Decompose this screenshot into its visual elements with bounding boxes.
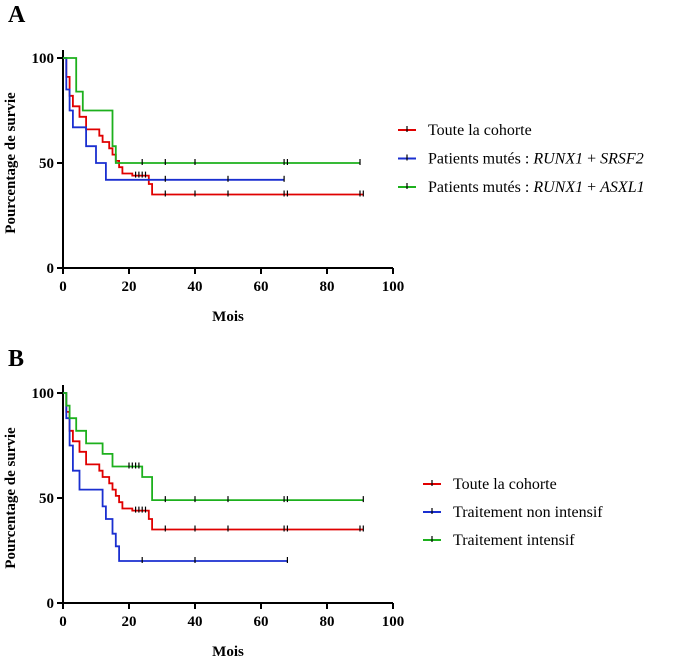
x-tick-label: 60 (254, 279, 269, 295)
series-line-blue (63, 392, 288, 562)
series-line-blue (63, 57, 285, 181)
series-line-green (63, 57, 360, 164)
series-line-green (63, 392, 364, 501)
y-tick-label: 0 (47, 596, 55, 612)
x-tick-label: 80 (320, 614, 335, 630)
legend-label: Traitement intensif (453, 532, 575, 549)
y-tick-label: 50 (39, 156, 54, 172)
x-tick-label: 0 (59, 279, 67, 295)
x-tick-label: 20 (122, 279, 137, 295)
x-tick-label: 80 (320, 279, 335, 295)
y-tick-label: 100 (32, 386, 55, 402)
y-tick-label: 0 (47, 261, 55, 277)
x-tick-label: 40 (188, 279, 203, 295)
x-axis-title: Mois (212, 644, 244, 660)
legend-label: Patients mutés : RUNX1 + SRSF2 (428, 151, 644, 168)
x-tick-label: 40 (188, 614, 203, 630)
series-line-red (63, 57, 364, 196)
legend-label: Traitement non intensif (453, 504, 603, 521)
x-tick-label: 100 (382, 279, 405, 295)
panel-a: A 0 20 40 60 80 100 0 50 100 Mois Pourcentage de su… (3, 2, 645, 325)
y-tick-label: 50 (39, 491, 54, 507)
legend-label: Toute la cohorte (453, 476, 557, 493)
x-tick-label: 100 (382, 614, 405, 630)
x-tick-label: 20 (122, 614, 137, 630)
panel-label: B (8, 346, 24, 372)
y-axis-title: Pourcentage de survie (3, 427, 19, 569)
panel-label: A (8, 2, 26, 28)
x-axis-title: Mois (212, 309, 244, 325)
x-tick-label: 0 (59, 614, 67, 630)
series-line-red (63, 392, 364, 531)
y-tick-label: 100 (32, 51, 55, 67)
panel-b: B 0 20 40 60 80 100 0 50 100 Mois Pourcentage de su… (3, 346, 603, 660)
y-axis-title: Pourcentage de survie (3, 92, 19, 234)
legend-label: Patients mutés : RUNX1 + ASXL1 (428, 179, 645, 196)
legend-label: Toute la cohorte (428, 122, 532, 139)
x-tick-label: 60 (254, 614, 269, 630)
